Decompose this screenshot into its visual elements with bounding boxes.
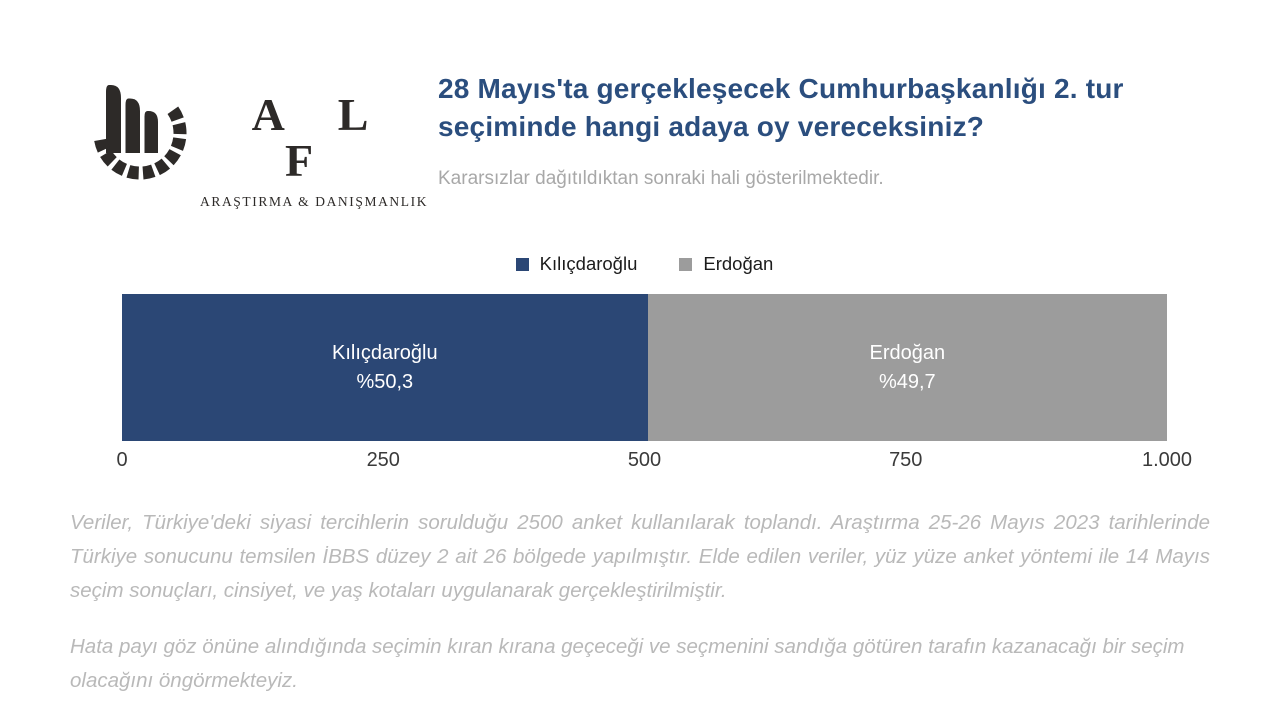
chart-legend: Kılıçdaroğlu Erdoğan [122,253,1167,275]
legend-item-erdogan: Erdoğan [679,253,773,275]
legend-swatch-icon [679,257,693,271]
bar-segment-value: %50,3 [356,370,414,393]
legend-label: Erdoğan [703,253,774,274]
legend-swatch-icon [515,257,529,271]
header: 28 Mayıs'ta gerçekleşecek Cumhurbaşkanlı… [438,70,1223,190]
logo-wordmark: A L F [251,89,391,186]
alf-logo-text: A L F ARAŞTIRMA & DANIŞMANLIK [200,89,429,210]
bar-segment-erdogan: Erdoğan %49,7 [647,294,1167,441]
bar-segment-label: Erdoğan [869,341,946,364]
bar-segment-kilicdaroglu: Kılıçdaroğlu %50,3 [122,294,648,441]
alf-logo: A L F ARAŞTIRMA & DANIŞMANLIK [92,52,429,217]
methodology-note: Veriler, Türkiye'deki siyasi tercihlerin… [70,511,1210,602]
x-axis: 0 250 500 750 1.000 [116,449,1192,473]
x-axis-tick: 750 [889,449,923,471]
x-axis-tick: 1.000 [1141,449,1193,471]
x-axis-tick: 250 [366,449,400,471]
legend-label: Kılıçdaroğlu [539,253,638,274]
stacked-bar-chart: Kılıçdaroğlu %50,3 Erdoğan %49,7 [122,294,1167,441]
page-subtitle: Kararsızlar dağıtıldıktan sonraki hali g… [438,168,884,189]
bar-segment-label: Kılıçdaroğlu [332,341,438,364]
logo-tagline: ARAŞTIRMA & DANIŞMANLIK [200,194,429,209]
x-axis-tick: 0 [116,449,128,471]
page-title: 28 Mayıs'ta gerçekleşecek Cumhurbaşkanlı… [438,73,1124,142]
legend-item-kilicdaroglu: Kılıçdaroğlu [515,253,638,275]
x-axis-tick: 500 [627,449,662,471]
bar-segment-value: %49,7 [878,370,936,393]
commentary-note: Hata payı göz önüne alındığında seçimin … [70,635,1185,692]
alf-logo-mark-icon [94,85,187,180]
